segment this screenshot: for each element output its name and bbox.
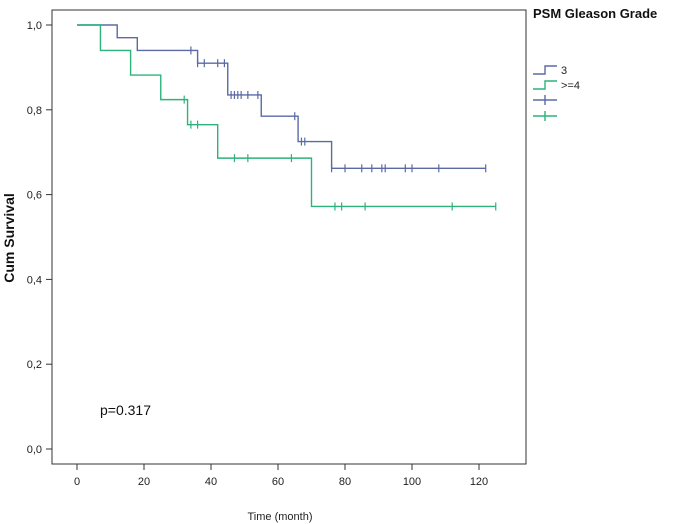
series-layer [77,24,497,211]
y-tick-label: 0,4 [27,274,42,286]
legend-title: PSM Gleason Grade [533,6,657,21]
y-tick-label: 1,0 [27,20,42,32]
survival-curve-grade-4-plus [77,24,496,208]
y-tick-label: 0,0 [27,444,42,456]
x-tick-label: 80 [339,476,351,488]
y-axis: 0,0 0,2 0,4 0,6 0,8 1,0 [27,20,52,456]
y-axis-title: Cum Survival [1,193,17,282]
legend-swatch-line [533,80,557,90]
legend: PSM Gleason Grade 3 >=4 [533,6,657,121]
x-axis: 0 20 40 60 80 100 120 [74,464,488,488]
legend-label: 3 [561,65,567,77]
legend-label: >=4 [561,80,580,92]
legend-swatch-line [533,65,557,75]
x-tick-label: 120 [470,476,488,488]
x-tick-label: 100 [403,476,421,488]
survival-curve-grade-3 [77,24,486,170]
y-tick-label: 0,8 [27,105,42,117]
x-tick-label: 20 [138,476,150,488]
x-tick-label: 60 [272,476,284,488]
x-tick-label: 0 [74,476,80,488]
y-tick-label: 0,6 [27,190,42,202]
plot-area [51,9,527,465]
x-axis-title: Time (month) [248,511,313,523]
x-tick-label: 40 [205,476,217,488]
y-tick-label: 0,2 [27,359,42,371]
p-value-annotation: p=0.317 [100,402,151,418]
